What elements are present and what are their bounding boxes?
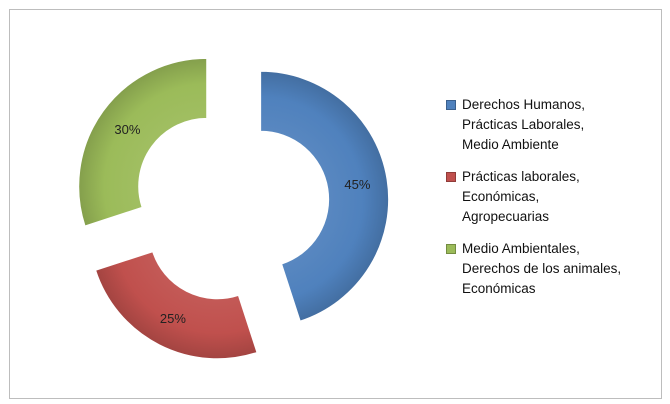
legend-label-line: Económicas, — [462, 189, 540, 204]
legend-label-line: Medio Ambientales, — [462, 241, 580, 256]
legend-item: Derechos Humanos, Prácticas Laborales, M… — [446, 95, 666, 155]
legend-label-line: Prácticas Laborales, — [462, 117, 585, 132]
legend-label-line: Derechos de los animales, — [462, 261, 622, 276]
legend-label-line: Agropecuarias — [462, 209, 550, 224]
legend-swatch — [446, 244, 456, 254]
labels-group: 45% 25% 30% — [114, 122, 370, 326]
slice-value-label: 30% — [114, 122, 140, 137]
legend-label: Derechos Humanos, Prácticas Laborales, M… — [462, 95, 585, 155]
legend: Derechos Humanos, Prácticas Laborales, M… — [446, 95, 666, 311]
legend-label: Prácticas laborales, Económicas, Agropec… — [462, 167, 580, 227]
legend-swatch — [446, 100, 456, 110]
legend-label-line: Económicas — [462, 281, 536, 296]
slice-0 — [260, 70, 390, 322]
slice-2 — [78, 57, 208, 227]
slice-value-label: 25% — [160, 311, 186, 326]
legend-swatch — [446, 172, 456, 182]
slice-value-label: 45% — [344, 177, 370, 192]
legend-label: Medio Ambientales, Derechos de los anima… — [462, 239, 621, 299]
legend-label-line: Medio Ambiente — [462, 137, 559, 152]
legend-item: Medio Ambientales, Derechos de los anima… — [446, 239, 666, 299]
legend-label-line: Derechos Humanos, — [462, 97, 586, 112]
legend-item: Prácticas laborales, Económicas, Agropec… — [446, 167, 666, 227]
slice-1 — [95, 251, 258, 360]
legend-label-line: Prácticas laborales, — [462, 169, 580, 184]
slices-group — [78, 57, 390, 360]
